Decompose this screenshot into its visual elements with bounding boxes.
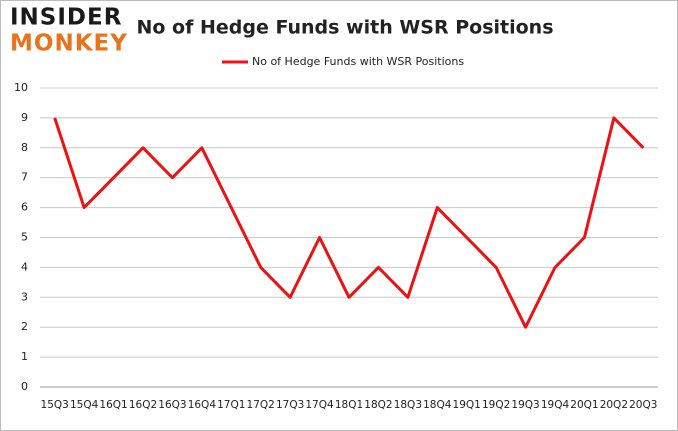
line	[53, 116, 645, 329]
y-tick-label: 9	[21, 111, 28, 124]
x-tick-label: 20Q2	[600, 399, 628, 411]
x-tick-label: 20Q3	[629, 399, 657, 411]
x-tick-label: 17Q1	[217, 399, 245, 411]
x-tick-label: 19Q1	[453, 399, 481, 411]
x-tick-label: 18Q4	[423, 399, 452, 411]
logo-bottom: MONKEY	[10, 31, 128, 57]
x-tick-label: 16Q1	[99, 399, 127, 411]
y-tick-label: 2	[21, 320, 28, 333]
chart-title: No of Hedge Funds with WSR Positions	[136, 17, 553, 39]
y-tick-label: 6	[21, 201, 28, 214]
x-tick-label: 18Q1	[335, 399, 363, 411]
x-tick-label: 17Q4	[305, 399, 334, 411]
x-tick-label: 17Q3	[276, 399, 304, 411]
x-tick-label: 15Q3	[41, 399, 69, 411]
y-tick-label: 5	[21, 231, 28, 244]
y-tick-label: 10	[14, 81, 28, 94]
y-tick-label: 1	[21, 350, 28, 363]
x-tick-label: 18Q3	[394, 399, 422, 411]
x-tick-label: 16Q2	[129, 399, 157, 411]
x-tick-label: 20Q1	[570, 399, 598, 411]
x-tick-label: 18Q2	[364, 399, 392, 411]
y-tick-label: 0	[21, 380, 28, 393]
x-tick-label: 15Q4	[70, 399, 99, 411]
y-tick-label: 8	[21, 141, 28, 154]
x-tick-label: 16Q3	[158, 399, 186, 411]
x-tick-label: 19Q4	[541, 399, 570, 411]
y-tick-label: 3	[21, 290, 28, 303]
x-tick-label: 16Q4	[188, 399, 217, 411]
logo-top: INSIDER	[10, 5, 122, 31]
y-tick-label: 7	[21, 171, 28, 184]
x-tick-label: 17Q2	[247, 399, 275, 411]
x-tick-label: 19Q2	[482, 399, 510, 411]
legend-label: No of Hedge Funds with WSR Positions	[252, 55, 464, 68]
y-tick-label: 4	[21, 260, 28, 273]
x-tick-label: 19Q3	[511, 399, 539, 411]
